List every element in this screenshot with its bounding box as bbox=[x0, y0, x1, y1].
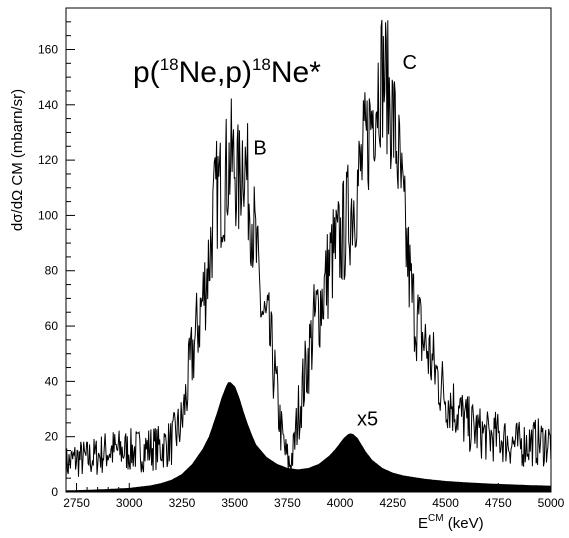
y-tick-label: 60 bbox=[45, 319, 59, 333]
xlabel-rest: (keV) bbox=[444, 515, 484, 532]
x-tick-label: 4500 bbox=[432, 496, 459, 510]
x-tick-label: 4250 bbox=[379, 496, 406, 510]
y-tick-label: 120 bbox=[38, 153, 58, 167]
data-curves bbox=[65, 19, 552, 493]
y-tick-label: 0 bbox=[51, 485, 58, 499]
x-tick-label: 2750 bbox=[63, 496, 90, 510]
title-part: Ne,p) bbox=[179, 56, 252, 89]
filled-curve bbox=[65, 382, 552, 493]
x-axis: 2750 3000 3250 3500 3750 4000 4250 4500 4750 5000 bbox=[63, 483, 565, 510]
y-axis-label: dσ/dΩ CM (mbarn/sr) bbox=[9, 89, 26, 231]
title-part: Ne* bbox=[271, 56, 321, 89]
xlabel-sup: CM bbox=[428, 513, 444, 524]
x-tick-label: 3000 bbox=[116, 496, 143, 510]
x-tick-label: 3250 bbox=[169, 496, 196, 510]
spectrum-line bbox=[65, 19, 552, 483]
x-tick-label: 4750 bbox=[485, 496, 512, 510]
y-tick-label: 160 bbox=[38, 42, 58, 56]
y-tick-label: 40 bbox=[45, 374, 59, 388]
x-tick-label: 5000 bbox=[538, 496, 565, 510]
xlabel-base: E bbox=[418, 515, 428, 532]
annotation-label: x5 bbox=[357, 409, 378, 431]
title-part: p( bbox=[133, 56, 160, 89]
title-sup: 18 bbox=[160, 55, 179, 74]
y-axis: 0 20 40 60 80 100 120 140 160 bbox=[38, 7, 75, 499]
y-tick-label: 20 bbox=[45, 430, 59, 444]
y-tick-label: 140 bbox=[38, 98, 58, 112]
annotation-label: C bbox=[402, 52, 416, 74]
annotation-label: B bbox=[253, 138, 266, 160]
x-axis-label: ECM (keV) bbox=[418, 513, 484, 532]
x-tick-label: 4000 bbox=[327, 496, 354, 510]
title-sup: 18 bbox=[252, 55, 271, 74]
y-tick-label: 80 bbox=[45, 264, 59, 278]
x-tick-label: 3750 bbox=[274, 496, 301, 510]
x-tick-label: 3500 bbox=[221, 496, 248, 510]
y-tick-label: 100 bbox=[38, 208, 58, 222]
chart-title: p(18Ne,p)18Ne* bbox=[133, 55, 321, 89]
annotations: B Cx5 bbox=[253, 52, 417, 431]
